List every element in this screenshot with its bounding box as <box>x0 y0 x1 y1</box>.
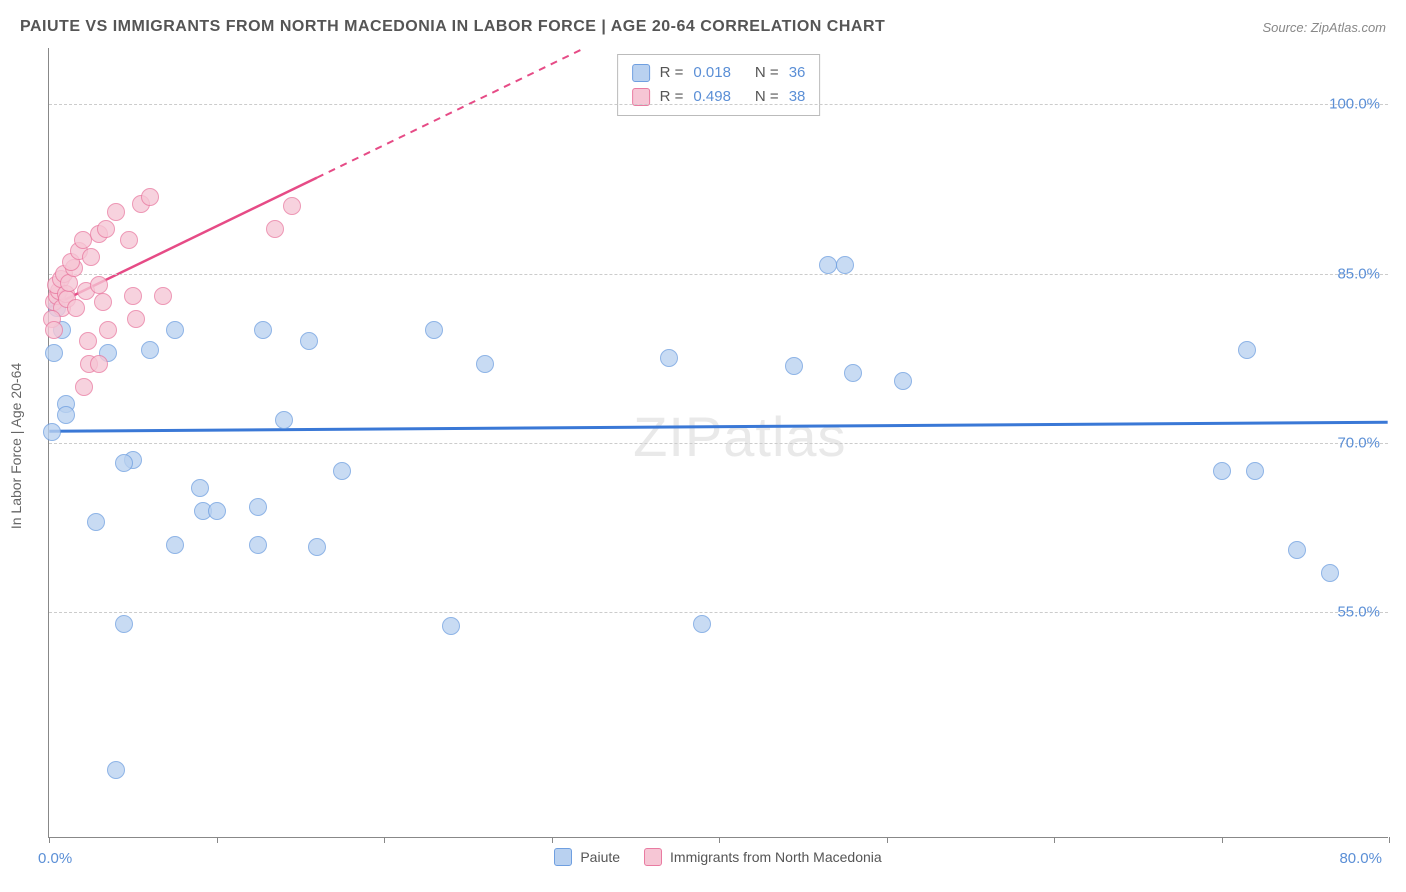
data-point <box>141 341 159 359</box>
x-tick <box>1222 837 1223 843</box>
data-point <box>97 220 115 238</box>
data-point <box>45 321 63 339</box>
legend-swatch <box>554 848 572 866</box>
data-point <box>75 378 93 396</box>
gridline <box>49 274 1388 275</box>
data-point <box>300 332 318 350</box>
data-point <box>107 203 125 221</box>
n-label: N = <box>755 61 779 85</box>
data-point <box>693 615 711 633</box>
data-point <box>107 761 125 779</box>
data-point <box>442 617 460 635</box>
y-tick-label: 70.0% <box>1337 435 1380 452</box>
x-tick <box>49 837 50 843</box>
data-point <box>476 355 494 373</box>
x-tick <box>1054 837 1055 843</box>
scatter-plot-area: ZIPatlas R =0.018N =36R =0.498N =38 55.0… <box>48 48 1388 838</box>
data-point <box>87 513 105 531</box>
data-point <box>90 355 108 373</box>
x-tick <box>384 837 385 843</box>
y-tick-label: 85.0% <box>1337 265 1380 282</box>
data-point <box>79 332 97 350</box>
gridline <box>49 443 1388 444</box>
data-point <box>208 502 226 520</box>
data-point <box>166 321 184 339</box>
data-point <box>57 406 75 424</box>
data-point <box>844 364 862 382</box>
series-legend: Paiute Immigrants from North Macedonia <box>48 848 1388 866</box>
data-point <box>1238 341 1256 359</box>
gridline <box>49 104 1388 105</box>
data-point <box>308 538 326 556</box>
data-point <box>785 357 803 375</box>
data-point <box>1246 462 1264 480</box>
data-point <box>1213 462 1231 480</box>
x-tick <box>887 837 888 843</box>
legend-label: Paiute <box>580 849 620 865</box>
y-tick-label: 55.0% <box>1337 604 1380 621</box>
data-point <box>124 287 142 305</box>
x-tick <box>552 837 553 843</box>
data-point <box>1288 541 1306 559</box>
data-point <box>115 454 133 472</box>
data-point <box>90 276 108 294</box>
legend-swatch <box>632 64 650 82</box>
data-point <box>67 299 85 317</box>
data-point <box>43 423 61 441</box>
data-point <box>836 256 854 274</box>
stats-legend-row: R = 0.018 N = 36 <box>632 61 806 85</box>
source-attribution: Source: ZipAtlas.com <box>1262 20 1386 35</box>
data-point <box>425 321 443 339</box>
data-point <box>819 256 837 274</box>
x-tick <box>217 837 218 843</box>
data-point <box>45 344 63 362</box>
data-point <box>82 248 100 266</box>
r-value: 0.018 <box>693 61 731 85</box>
legend-label: Immigrants from North Macedonia <box>670 849 882 865</box>
data-point <box>275 411 293 429</box>
x-tick <box>719 837 720 843</box>
r-label: R = <box>660 61 684 85</box>
chart-title: PAIUTE VS IMMIGRANTS FROM NORTH MACEDONI… <box>20 18 885 36</box>
data-point <box>660 349 678 367</box>
gridline <box>49 612 1388 613</box>
data-point <box>99 321 117 339</box>
data-point <box>333 462 351 480</box>
watermark: ZIPatlas <box>633 404 846 469</box>
n-value: 36 <box>789 61 806 85</box>
data-point <box>141 188 159 206</box>
data-point <box>166 536 184 554</box>
data-point <box>249 498 267 516</box>
legend-swatch <box>632 88 650 106</box>
data-point <box>127 310 145 328</box>
data-point <box>94 293 112 311</box>
y-tick-label: 100.0% <box>1329 96 1380 113</box>
data-point <box>894 372 912 390</box>
legend-swatch <box>644 848 662 866</box>
data-point <box>283 197 301 215</box>
data-point <box>249 536 267 554</box>
data-point <box>74 231 92 249</box>
x-tick <box>1389 837 1390 843</box>
data-point <box>254 321 272 339</box>
data-point <box>115 615 133 633</box>
legend-item: Paiute <box>554 848 620 866</box>
stats-legend: R =0.018N =36R =0.498N =38 <box>617 54 821 116</box>
y-axis-title: In Labor Force | Age 20-64 <box>8 363 24 529</box>
data-point <box>1321 564 1339 582</box>
data-point <box>120 231 138 249</box>
legend-item: Immigrants from North Macedonia <box>644 848 882 866</box>
data-point <box>154 287 172 305</box>
data-point <box>191 479 209 497</box>
data-point <box>266 220 284 238</box>
